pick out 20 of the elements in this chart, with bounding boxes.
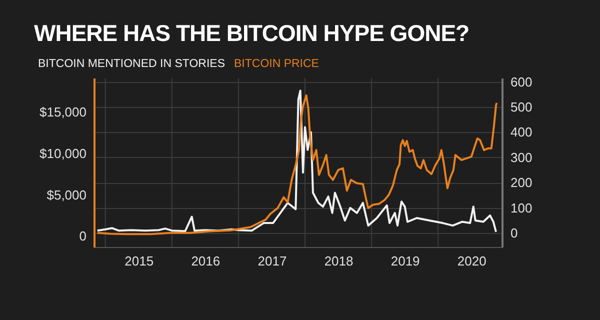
y2-tick-label: 600	[510, 74, 532, 90]
y2-tick-label: 500	[510, 100, 532, 115]
x-tick-label: 2015	[124, 254, 154, 268]
y-tick-label: $5,000	[46, 187, 86, 202]
x-tick-label: 2018	[324, 254, 354, 268]
chart-title: WHERE HAS THE BITCOIN HYPE GONE?	[34, 20, 470, 47]
y-tick-label: $15,000	[40, 104, 86, 120]
text: BITCOIN PRICE	[234, 58, 319, 70]
x-tick-label: 2016	[191, 254, 220, 268]
x-tick-label: 2020	[457, 254, 486, 268]
y-tick-label: 0	[79, 228, 86, 244]
y-tick-label: $10,000	[40, 146, 86, 161]
y2-tick-label: 200	[510, 175, 532, 190]
x-tick-label: 2019	[390, 254, 420, 268]
y2-tick-label: 400	[510, 124, 532, 140]
y2-tick-label: 0	[510, 226, 518, 241]
y2-tick-label: 100	[510, 200, 532, 216]
x-tick-label: 2017	[258, 254, 287, 268]
text: BITCOIN MENTIONED IN STORIES	[38, 58, 225, 70]
y2-tick-label: 300	[510, 150, 532, 165]
